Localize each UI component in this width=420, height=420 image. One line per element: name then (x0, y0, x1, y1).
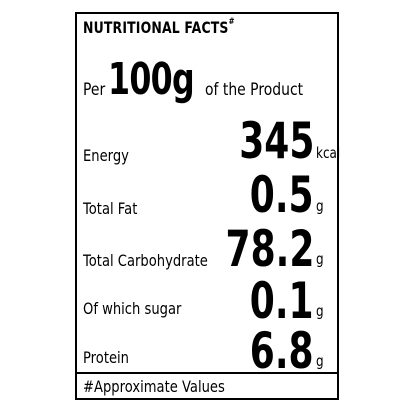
nutrient-unit: kcal (316, 144, 341, 162)
footer-divider (75, 372, 339, 374)
nutrient-value: 6.8 (250, 322, 314, 380)
nutrient-value: 0.1 (250, 272, 314, 330)
footer-note: #Approximate Values (83, 377, 225, 396)
nutrient-value: 0.5 (250, 166, 314, 224)
nutrient-name: Total Carbohydrate (83, 251, 208, 270)
nutrient-unit: g (316, 302, 324, 320)
nutrient-value: 345 (238, 112, 314, 170)
title-text: NUTRITIONAL FACTS (83, 18, 229, 37)
nutrient-name: Of which sugar (83, 299, 182, 318)
nutrient-name: Total Fat (83, 199, 138, 218)
per-prefix: Per (83, 80, 106, 100)
nutrient-unit: g (316, 250, 324, 268)
label-border (75, 12, 339, 400)
per-amount: 100g (108, 54, 195, 105)
nutrient-unit: g (316, 197, 324, 215)
nutrient-unit: g (316, 352, 324, 370)
nutrient-name: Protein (83, 348, 129, 367)
nutrient-value: 78.2 (225, 220, 314, 278)
per-suffix: of the Product (205, 80, 304, 100)
label-title: NUTRITIONAL FACTS# (83, 17, 235, 37)
title-footnote-mark: # (228, 17, 235, 27)
nutrient-name: Energy (83, 146, 129, 165)
